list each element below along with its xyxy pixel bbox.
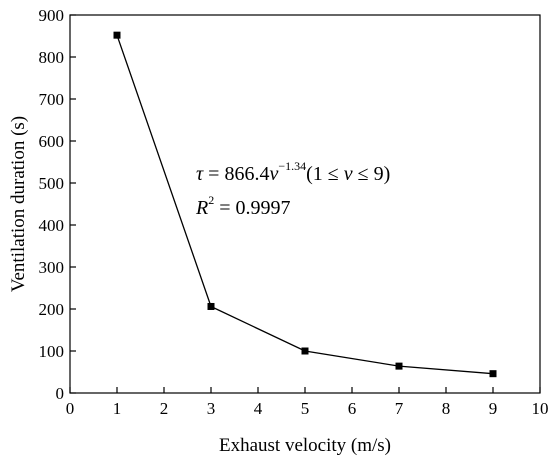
y-tick-label: 600 <box>39 132 65 151</box>
series-line <box>116 34 494 375</box>
data-point <box>489 370 497 378</box>
y-tick-label: 300 <box>39 258 65 277</box>
x-tick-label: 0 <box>66 399 75 418</box>
data-point <box>207 302 215 310</box>
y-tick-label: 900 <box>39 6 65 25</box>
y-tick-label: 100 <box>39 342 65 361</box>
x-tick-label: 5 <box>301 399 310 418</box>
series-layer <box>113 31 497 378</box>
y-axis-title: Ventilation duration (s) <box>8 116 29 292</box>
x-tick-label: 2 <box>160 399 169 418</box>
y-tick-label: 700 <box>39 90 65 109</box>
y-tick-label: 400 <box>39 216 65 235</box>
x-tick-label: 8 <box>442 399 451 418</box>
x-tick-label: 3 <box>207 399 216 418</box>
r-squared-annotation: R2 = 0.9997 <box>195 193 291 219</box>
y-tick-label: 800 <box>39 48 65 67</box>
x-tick-label: 10 <box>532 399 549 418</box>
x-tick-label: 6 <box>348 399 357 418</box>
y-tick-label: 500 <box>39 174 65 193</box>
x-tick-label: 7 <box>395 399 404 418</box>
plot-frame <box>69 14 541 394</box>
data-point <box>301 347 309 355</box>
data-point <box>113 31 121 39</box>
y-tick-label: 0 <box>56 384 65 403</box>
x-tick-label: 9 <box>489 399 498 418</box>
y-tick-label: 200 <box>39 300 65 319</box>
data-point <box>395 362 403 370</box>
x-tick-label: 1 <box>113 399 122 418</box>
equation-annotation: τ = 866.4v−1.34(1 ≤ v ≤ 9) <box>196 159 390 185</box>
x-axis-title: Exhaust velocity (m/s) <box>219 435 391 456</box>
x-tick-label: 4 <box>254 399 263 418</box>
